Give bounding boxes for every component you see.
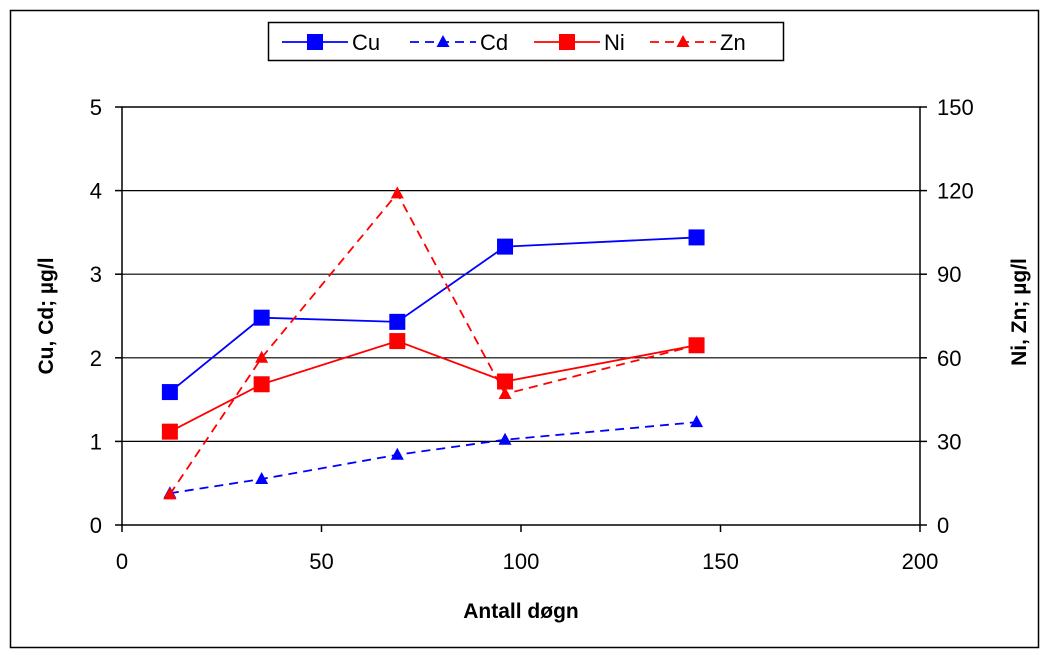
- legend-label-cu: Cu: [352, 30, 380, 55]
- legend-label-cd: Cd: [480, 30, 508, 55]
- legend-item-cd: Cd: [410, 30, 508, 55]
- series-cu: [161, 229, 705, 401]
- legend-label-ni: Ni: [604, 30, 625, 55]
- data-point-cd: [498, 432, 512, 445]
- legend-marker-cd: [436, 35, 450, 47]
- x-tick-label: 0: [116, 549, 128, 574]
- legend-marker-ni: [559, 34, 575, 50]
- data-point-ni: [253, 376, 270, 393]
- data-point-zn: [690, 338, 704, 351]
- y-left-tick-label: 4: [90, 179, 102, 204]
- y-right-tick-label: 60: [937, 346, 961, 371]
- data-point-cd: [390, 447, 404, 460]
- y-left-tick-label: 1: [90, 429, 102, 454]
- x-tick-label: 150: [702, 549, 739, 574]
- y-axis-left: 0 1 2 3 4 5: [90, 95, 122, 538]
- y-right-tick-label: 90: [937, 262, 961, 287]
- y-right-tick-label: 30: [937, 429, 961, 454]
- data-point-cu: [161, 384, 178, 401]
- series-layer: [161, 186, 705, 500]
- data-point-cu: [253, 309, 270, 326]
- x-tick-label: 100: [503, 549, 540, 574]
- data-point-zn: [390, 186, 404, 199]
- data-point-zn: [163, 487, 177, 500]
- y-left-tick-label: 5: [90, 95, 102, 120]
- x-axis-title: Antall døgn: [463, 600, 578, 623]
- legend-item-zn: Zn: [650, 30, 746, 55]
- data-point-ni: [497, 373, 514, 390]
- data-point-ni: [161, 423, 178, 440]
- legend-marker-cu: [307, 34, 323, 50]
- y-axis-right: 0 30 60 90 120 150: [920, 95, 974, 538]
- x-tick-label: 50: [309, 549, 333, 574]
- y-axis-right-title: Ni, Zn; µg/l: [1008, 258, 1031, 366]
- data-point-zn: [255, 350, 269, 363]
- y-right-tick-label: 120: [937, 179, 974, 204]
- data-point-cd: [255, 472, 269, 485]
- data-point-zn: [498, 387, 512, 400]
- series-zn: [163, 186, 704, 500]
- chart-border: [9, 9, 1040, 649]
- data-point-cu: [389, 313, 406, 330]
- y-axis-left-title: Cu, Cd; µg/l: [35, 257, 58, 374]
- data-point-cu: [497, 238, 514, 255]
- legend: Cu Cd Ni Zn: [267, 21, 785, 62]
- data-point-ni: [389, 333, 406, 350]
- y-left-tick-label: 3: [90, 262, 102, 287]
- legend-item-cu: Cu: [282, 30, 380, 55]
- x-axis: 0 50 100 150 200: [116, 525, 938, 574]
- gridlines: [122, 190, 920, 442]
- y-right-tick-label: 0: [937, 513, 949, 538]
- series-ni: [161, 333, 705, 440]
- y-left-tick-label: 0: [90, 513, 102, 538]
- x-tick-label: 200: [902, 549, 939, 574]
- data-point-cu: [688, 229, 705, 246]
- data-point-cd: [690, 415, 704, 428]
- y-right-tick-label: 150: [937, 95, 974, 120]
- y-left-tick-label: 2: [90, 346, 102, 371]
- legend-label-zn: Zn: [720, 30, 746, 55]
- legend-item-ni: Ni: [534, 30, 625, 55]
- legend-marker-zn: [676, 35, 690, 47]
